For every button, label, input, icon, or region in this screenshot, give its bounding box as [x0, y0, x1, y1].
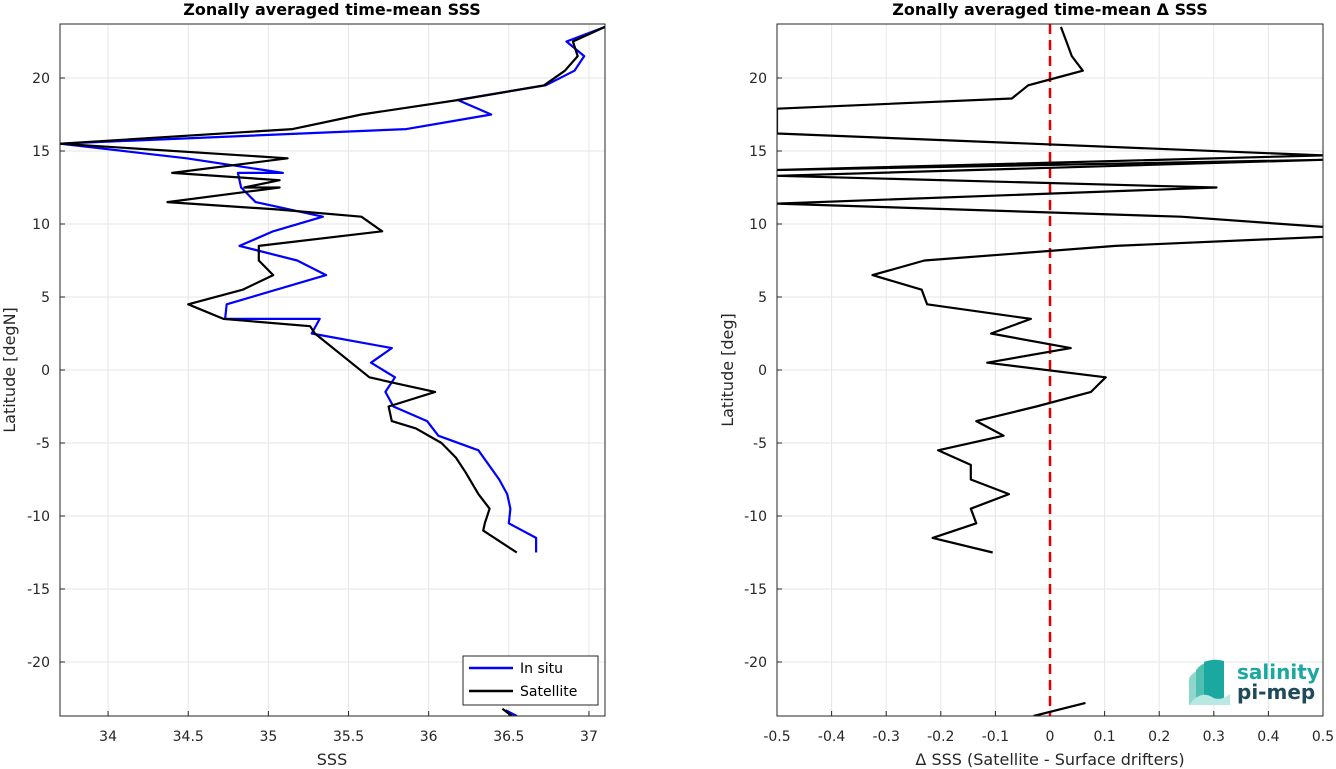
y-tick-label: -5 [753, 436, 767, 452]
x-tick-label: 34.5 [173, 729, 204, 745]
x-tick-label: 0 [1046, 729, 1055, 745]
y-tick-label: -15 [744, 582, 767, 598]
x-tick-label: -0.4 [818, 729, 845, 745]
legend-box [462, 655, 599, 706]
series-line-in-situ [60, 25, 605, 553]
y-tick-label: 10 [32, 217, 50, 233]
series-line-series-0 [1033, 701, 1086, 716]
right-y-tick-labels: -20 -15 -10 -5 0 5 10 15 20 [744, 71, 767, 671]
y-tick-label: 5 [758, 290, 767, 306]
y-tick-label: 15 [749, 144, 767, 160]
x-tick-label: 0.5 [1312, 729, 1334, 745]
left-plot-frame [59, 23, 606, 717]
y-tick-label: -15 [27, 582, 50, 598]
legend: In situ Satellite [462, 655, 599, 706]
right-plot-frame [776, 23, 1324, 717]
y-tick-label: 20 [749, 71, 767, 87]
y-tick-label: -20 [27, 655, 50, 671]
left-y-axis-label: Latitude [degN] [0, 307, 19, 433]
salinity-pi-mep-logo: salinity pi-mep [1189, 659, 1320, 705]
logo-wave-icon [1189, 659, 1230, 705]
x-tick-label: 35 [259, 729, 277, 745]
y-tick-label: 0 [758, 363, 767, 379]
x-tick-label: 0.3 [1203, 729, 1225, 745]
left-x-tick-labels: 34 34.5 35 35.5 36 36.5 37 [99, 729, 598, 745]
right-y-axis-label: Latitude [deg] [718, 313, 737, 427]
left-chart-title: Zonally averaged time-mean SSS [183, 0, 481, 19]
x-tick-label: 0.4 [1257, 729, 1279, 745]
left-series [60, 25, 605, 716]
x-tick-label: -0.5 [763, 729, 790, 745]
legend-label-satellite: Satellite [520, 684, 577, 700]
x-tick-label: 36 [420, 729, 438, 745]
y-tick-label: -20 [744, 655, 767, 671]
y-tick-label: 20 [32, 71, 50, 87]
series-line-series-0 [777, 26, 1323, 554]
y-tick-label: 10 [749, 217, 767, 233]
left-x-axis-label: SSS [317, 750, 347, 769]
x-tick-label: 34 [99, 729, 117, 745]
x-tick-label: 0.2 [1148, 729, 1170, 745]
x-tick-label: 35.5 [333, 729, 364, 745]
x-tick-label: -0.2 [927, 729, 954, 745]
logo-line2: pi-mep [1237, 680, 1315, 704]
right-chart-title: Zonally averaged time-mean Δ SSS [892, 0, 1208, 19]
y-tick-label: -10 [744, 509, 767, 525]
x-tick-label: 37 [580, 729, 598, 745]
x-tick-label: 36.5 [493, 729, 524, 745]
x-tick-label: -0.3 [873, 729, 900, 745]
logo-line1: salinity [1237, 660, 1320, 684]
left-y-tick-labels: -20 -15 -10 -5 0 5 10 15 20 [27, 71, 50, 671]
y-tick-label: 0 [41, 363, 50, 379]
y-tick-label: -5 [36, 436, 50, 452]
y-tick-label: 5 [41, 290, 50, 306]
series-line-satellite [501, 707, 513, 716]
right-x-axis-label: Δ SSS (Satellite - Surface drifters) [915, 750, 1184, 769]
right-series [777, 24, 1323, 716]
series-line-satellite [60, 25, 605, 554]
y-tick-label: -10 [27, 509, 50, 525]
x-tick-label: 0.1 [1093, 729, 1115, 745]
right-panel: -0.5 -0.4 -0.3 -0.2 -0.1 0 0.1 0.2 0.3 0.4 0.5 -20… [718, 0, 1334, 769]
legend-label-in-situ: In situ [520, 661, 563, 677]
series-line-in-situ [505, 709, 518, 716]
y-tick-label: 15 [32, 144, 50, 160]
left-panel: 34 34.5 35 35.5 36 36.5 37 -20 -15 -10 -5 0 5 10 15 20… [0, 0, 606, 769]
right-x-tick-labels: -0.5 -0.4 -0.3 -0.2 -0.1 0 0.1 0.2 0.3 0.4 0.5 [763, 729, 1334, 745]
x-tick-label: -0.1 [982, 729, 1009, 745]
